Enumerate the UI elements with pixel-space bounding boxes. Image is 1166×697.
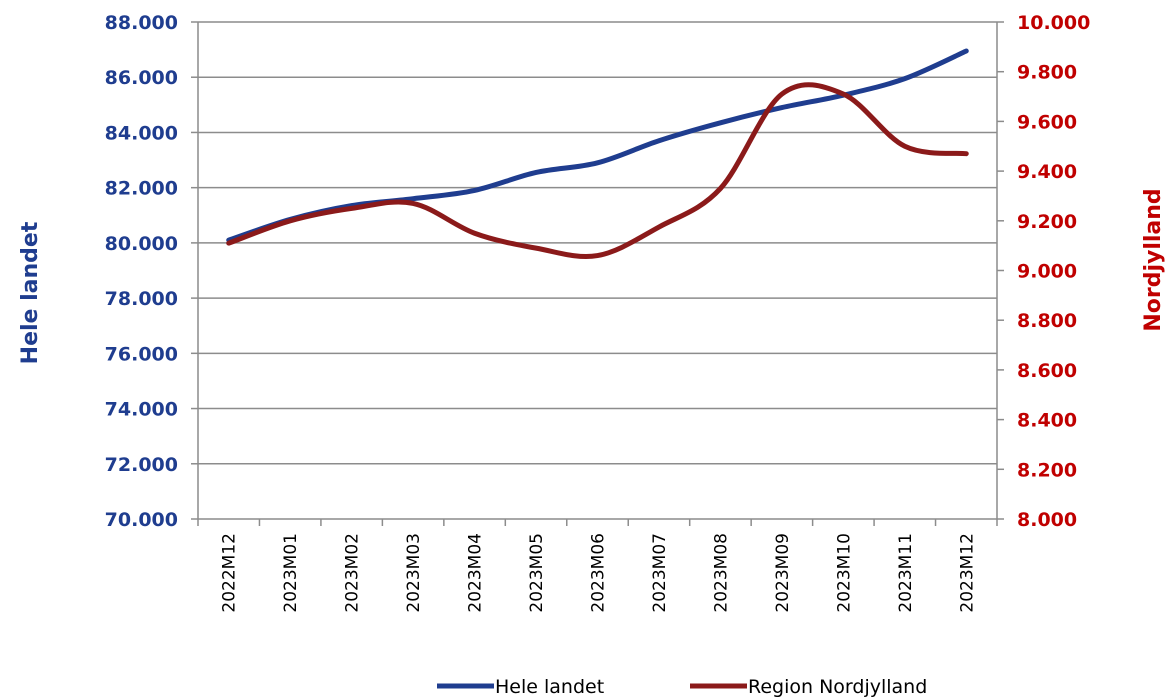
left-tick-label: 72.000 xyxy=(105,454,178,476)
left-tick-label: 74.000 xyxy=(105,399,178,421)
left-tick-label: 82.000 xyxy=(105,178,178,200)
left-axis-ticks: 70.000 72.000 74.000 76.000 78.000 80.000 82.0… xyxy=(105,12,198,531)
x-tick-label: 2023M08 xyxy=(711,533,731,613)
right-tick-label: 8.200 xyxy=(1017,459,1077,481)
x-tick-label: 2023M10 xyxy=(834,533,854,613)
series-lines xyxy=(226,48,969,259)
right-tick-label: 8.800 xyxy=(1017,310,1077,332)
right-tick-label: 9.800 xyxy=(1017,62,1077,84)
x-tick-label: 2023M09 xyxy=(773,533,793,613)
legend: Hele landet Region Nordjylland xyxy=(437,676,927,697)
left-tick-label: 70.000 xyxy=(105,509,178,531)
right-tick-label: 10.000 xyxy=(1017,12,1090,34)
left-tick-label: 88.000 xyxy=(105,12,178,34)
x-tick-label: 2023M11 xyxy=(896,533,916,613)
left-tick-label: 76.000 xyxy=(105,343,178,365)
left-tick-label: 86.000 xyxy=(105,67,178,89)
x-tick-label: 2023M02 xyxy=(343,533,363,613)
right-tick-label: 9.200 xyxy=(1017,211,1077,233)
grid-lines xyxy=(198,21,997,465)
right-axis-title: Nordjylland xyxy=(1141,188,1166,331)
x-tick-label: 2023M07 xyxy=(650,533,670,613)
x-tick-label: 2023M12 xyxy=(957,533,977,613)
right-tick-label: 9.000 xyxy=(1017,261,1077,283)
axes xyxy=(197,22,998,520)
x-tick-label: 2023M05 xyxy=(527,533,547,613)
legend-label-hele-landet: Hele landet xyxy=(495,676,604,697)
left-axis-title: Hele landet xyxy=(18,221,43,364)
right-tick-label: 8.000 xyxy=(1017,509,1077,531)
left-tick-label: 84.000 xyxy=(105,122,178,144)
x-axis-ticks: 2022M12 2023M01 2023M02 2023M03 2023M04 2023M… xyxy=(197,519,998,613)
left-tick-label: 80.000 xyxy=(105,233,178,255)
right-tick-label: 9.600 xyxy=(1017,111,1077,133)
right-tick-label: 9.400 xyxy=(1017,161,1077,183)
legend-label-region-nordjylland: Region Nordjylland xyxy=(748,676,927,697)
right-tick-label: 8.600 xyxy=(1017,360,1077,382)
x-tick-label: 2022M12 xyxy=(220,533,240,613)
series-line-region-nordjylland xyxy=(226,82,969,259)
x-tick-label: 2023M06 xyxy=(589,533,609,613)
right-tick-label: 8.400 xyxy=(1017,410,1077,432)
left-tick-label: 78.000 xyxy=(105,288,178,310)
x-tick-label: 2023M03 xyxy=(404,533,424,613)
right-axis-ticks: 8.000 8.200 8.400 8.600 8.800 9.000 9.200 9.400… xyxy=(997,12,1090,531)
x-tick-label: 2023M01 xyxy=(281,533,301,613)
x-tick-label: 2023M04 xyxy=(466,533,486,613)
